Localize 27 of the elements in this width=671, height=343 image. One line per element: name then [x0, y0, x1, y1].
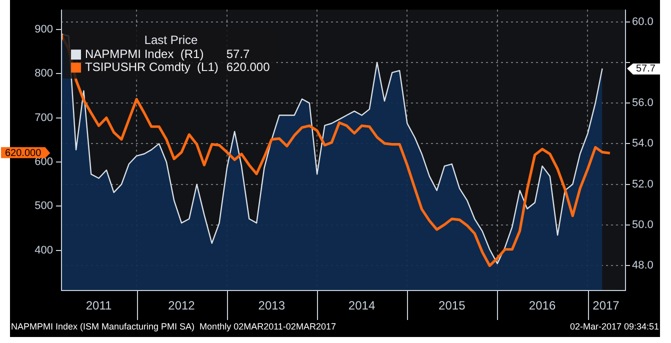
x-tick-label: 2017: [592, 298, 620, 313]
x-tick-label: 2012: [168, 298, 196, 313]
x-tick-label: 2014: [348, 298, 376, 313]
annotation: 620.000: [226, 60, 270, 74]
y-tick-label: 500: [34, 200, 53, 212]
text: 57.7: [636, 63, 656, 74]
y2-tick-label: 52.0: [632, 178, 654, 190]
y-tick-label: 400: [34, 244, 53, 256]
y2-tick-label: 60.0: [632, 16, 654, 28]
x-tick-label: 2015: [438, 298, 466, 313]
legend-label: TSIPUSHR Comdty (L1): [85, 60, 218, 74]
y2-tick-label: 56.0: [632, 97, 654, 110]
annotation: 57.7: [226, 46, 250, 61]
text: 620.000: [5, 148, 42, 159]
y2-tick-label: 48.0: [632, 260, 654, 272]
x-tick-label: 2013: [258, 298, 286, 313]
y-tick-label: 900: [34, 24, 53, 36]
x-tick-label: 2016: [528, 298, 556, 313]
y2-tick-label: 50.0: [632, 219, 654, 232]
y-tick-label: 800: [34, 68, 53, 80]
y2-tick-label: 54.0: [632, 138, 654, 150]
text: NAPMPMI Index (ISM Manufacturing PMI SA) Monthly 02MAR2011-02MAR2017: [11, 321, 336, 332]
y-tick-label: 700: [34, 112, 53, 124]
x-tick-label: 2011: [86, 298, 112, 313]
text: 02-Mar-2017 09:34:51: [570, 321, 659, 332]
legend-title: Last Price: [144, 32, 198, 47]
legend-label: NAPMPMI Index (R1): [85, 46, 204, 61]
